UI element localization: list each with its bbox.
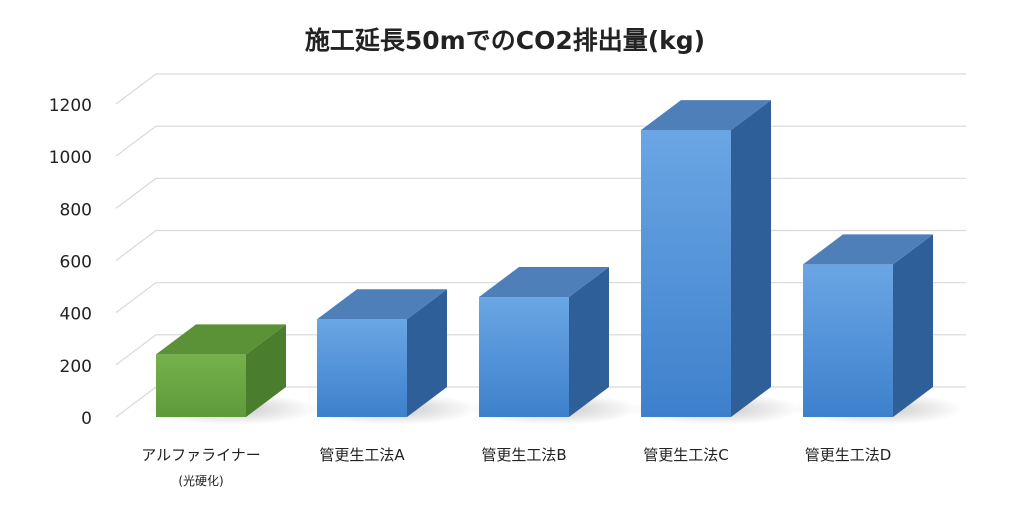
gridline: [115, 73, 966, 105]
bar-front: [317, 319, 407, 417]
y-tick-label: 200: [60, 357, 92, 377]
x-category-label: 管更生工法C: [643, 446, 728, 464]
bars: [156, 100, 933, 418]
bar-top: [156, 324, 286, 355]
x-category-sublabel: (光硬化): [178, 474, 223, 488]
gridlines: [115, 73, 966, 418]
bar-top: [641, 100, 771, 131]
bar-front: [479, 297, 569, 417]
bar-5: [803, 234, 933, 417]
y-axis-ticks: 0 200 400 600 800 1000 1200: [49, 96, 92, 429]
x-axis-labels: アルファライナー (光硬化) 管更生工法A 管更生工法B 管更生工法C 管更生工法D: [141, 446, 891, 488]
y-tick-label: 600: [60, 253, 92, 273]
bar-front: [156, 354, 246, 417]
x-category-label: 管更生工法B: [481, 446, 566, 464]
y-tick-label: 0: [81, 409, 92, 429]
bar-top: [479, 267, 609, 298]
y-tick-label: 800: [60, 200, 92, 220]
bar-side: [893, 234, 933, 417]
gridline: [115, 125, 966, 157]
bar-top: [317, 289, 447, 320]
bar-1: [156, 324, 286, 417]
x-category-label: アルファライナー: [141, 446, 261, 464]
bar-side: [407, 289, 447, 417]
x-category-label: 管更生工法D: [805, 446, 892, 464]
y-tick-label: 1000: [49, 148, 92, 168]
bar-2: [317, 289, 447, 417]
bar-3: [479, 267, 609, 417]
bar-side: [246, 324, 286, 417]
bar-front: [803, 264, 893, 417]
gridline: [115, 177, 966, 209]
bar-4: [641, 100, 771, 418]
y-tick-label: 1200: [49, 96, 92, 116]
bar-front: [641, 130, 731, 418]
bar-top: [803, 234, 933, 265]
y-tick-label: 400: [60, 305, 92, 325]
bar-side: [569, 267, 609, 417]
chart-title: 施工延長50mでのCO2排出量(kg): [305, 26, 705, 55]
x-category-label: 管更生工法A: [319, 446, 405, 464]
bar-side: [731, 100, 771, 417]
